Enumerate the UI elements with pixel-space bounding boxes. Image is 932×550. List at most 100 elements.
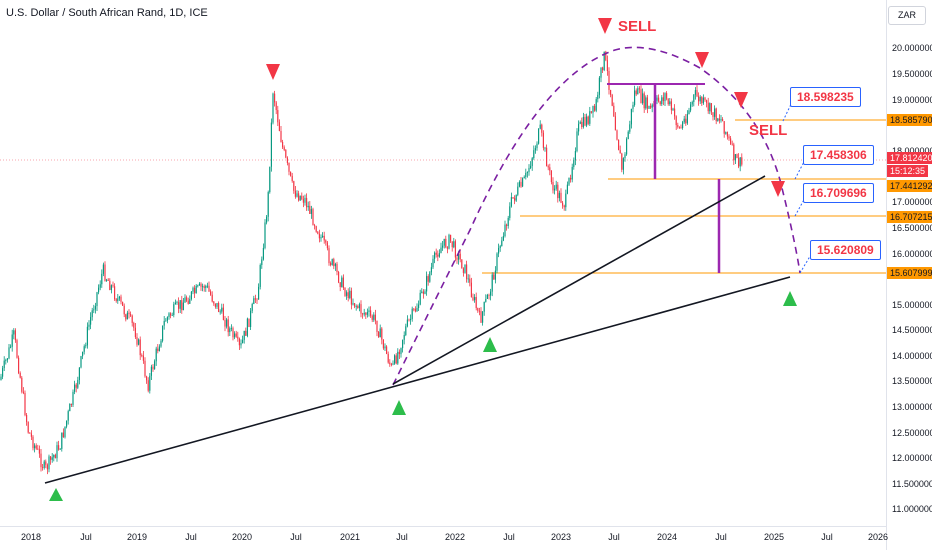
candle-body	[389, 362, 391, 365]
price-tick: 14.000000	[892, 351, 932, 361]
candle-body	[504, 224, 506, 237]
candle-body	[67, 411, 69, 421]
candle-body	[267, 192, 269, 217]
candle-body	[315, 226, 317, 232]
candle-body	[170, 313, 172, 316]
countdown-badge: 15:12:35	[887, 165, 929, 177]
candle-body	[646, 97, 648, 109]
candle-body	[248, 318, 250, 327]
candle-body	[290, 171, 292, 176]
candle-body	[282, 142, 284, 148]
time-tick: 2020	[231, 532, 253, 542]
candle-body	[210, 291, 212, 295]
candle-body	[109, 280, 111, 291]
candle-body	[280, 131, 282, 143]
candle-body	[59, 448, 61, 450]
candle-body	[138, 339, 140, 345]
candle-body	[472, 297, 474, 301]
rounding-top-arc[interactable]	[392, 46, 801, 386]
price-callout[interactable]: 15.620809	[810, 240, 881, 260]
candle-body	[141, 355, 143, 356]
candle-body	[85, 345, 87, 347]
candle-body	[405, 326, 407, 335]
level-badge: 17.441292	[887, 180, 932, 192]
candle-body	[560, 192, 562, 203]
candle-body	[333, 259, 335, 267]
candle-body	[462, 268, 464, 273]
candle-body	[158, 346, 160, 352]
candle-body	[115, 298, 117, 302]
candle-body	[160, 340, 162, 347]
arrow-down-icon	[598, 18, 612, 34]
candle-body	[229, 328, 231, 333]
candle-body	[397, 351, 399, 364]
candle-body	[326, 242, 328, 249]
candle-body	[302, 199, 304, 203]
candle-body	[715, 108, 717, 122]
candle-body	[165, 320, 167, 322]
candle-body	[445, 238, 447, 248]
candle-body	[549, 167, 551, 171]
time-tick: Jul	[80, 532, 92, 542]
candle-body	[323, 235, 325, 241]
sell-label[interactable]: SELL	[618, 18, 657, 35]
candle-body	[677, 125, 679, 127]
candle-body	[285, 149, 287, 158]
candle-body	[422, 291, 424, 294]
price-callout[interactable]: 16.709696	[803, 183, 874, 203]
currency-button[interactable]: ZAR	[888, 6, 926, 25]
candle-body	[448, 234, 450, 249]
candle-body	[88, 324, 90, 327]
candle-body	[682, 122, 684, 128]
candle-body	[139, 339, 141, 356]
candle-body	[357, 306, 359, 309]
candle-body	[443, 238, 445, 246]
candle-body	[142, 355, 144, 361]
candle-body	[450, 234, 452, 242]
price-tick: 16.500000	[892, 223, 932, 233]
candle-body	[446, 247, 448, 249]
candle-body	[61, 432, 63, 449]
candle-body	[442, 245, 444, 248]
candle-body	[274, 93, 276, 103]
candle-body	[152, 366, 154, 370]
candle-body	[528, 167, 530, 173]
candle-body	[522, 178, 524, 187]
candle-body	[62, 432, 64, 438]
candle-body	[360, 304, 362, 314]
candle-body	[429, 272, 431, 282]
price-callout[interactable]: 18.598235	[790, 87, 861, 107]
mid-term-trendline[interactable]	[392, 175, 766, 385]
candle-body	[376, 320, 378, 332]
price-tick: 15.000000	[892, 300, 932, 310]
sell-label[interactable]: SELL	[749, 122, 788, 139]
candle-body	[362, 313, 364, 315]
candle-body	[506, 224, 508, 226]
candle-body	[131, 315, 133, 323]
candle-body	[414, 308, 416, 312]
candle-body	[53, 454, 55, 458]
candle-body	[573, 160, 575, 167]
candle-body	[566, 184, 568, 194]
candle-body	[242, 339, 244, 344]
candle-body	[501, 240, 503, 247]
candle-body	[598, 77, 600, 95]
price-callout[interactable]: 17.458306	[803, 145, 874, 165]
candle-body	[29, 432, 31, 434]
candle-body	[10, 346, 12, 348]
candle-body	[219, 311, 221, 313]
candle-body	[482, 311, 484, 323]
long-term-trendline[interactable]	[44, 276, 791, 484]
candle-body	[74, 384, 76, 392]
candle-body	[381, 328, 383, 340]
candle-body	[37, 448, 39, 450]
arrow-up-icon	[783, 291, 797, 306]
candle-body	[533, 150, 535, 159]
candle-body	[8, 347, 10, 359]
candle-body	[622, 158, 624, 170]
candle-body	[235, 333, 237, 337]
candle-body	[45, 461, 47, 465]
candle-body	[474, 297, 476, 301]
candle-body	[587, 116, 589, 124]
